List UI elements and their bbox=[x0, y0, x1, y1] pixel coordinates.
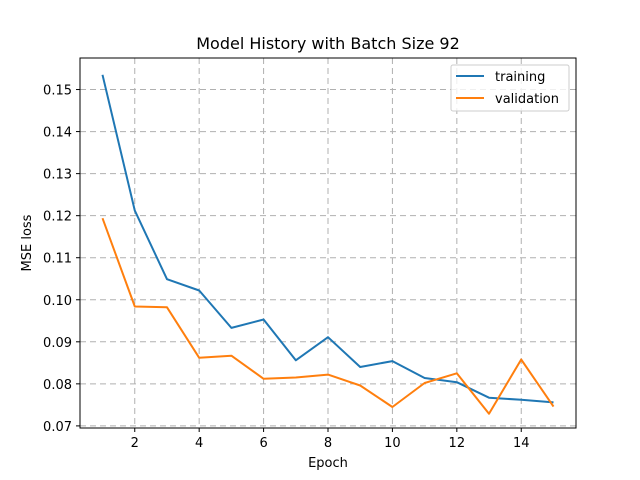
y-tick-label: 0.07 bbox=[43, 420, 72, 435]
legend-label-validation: validation bbox=[495, 92, 559, 107]
legend-label-training: training bbox=[495, 70, 545, 85]
x-tick-label: 12 bbox=[449, 436, 466, 451]
y-tick-label: 0.13 bbox=[43, 168, 72, 183]
y-tick-label: 0.11 bbox=[43, 252, 72, 267]
x-tick-label: 14 bbox=[513, 436, 530, 451]
x-tick-label: 4 bbox=[195, 436, 203, 451]
x-tick-label: 2 bbox=[131, 436, 139, 451]
chart-title: Model History with Batch Size 92 bbox=[196, 34, 460, 53]
legend: training validation bbox=[450, 64, 570, 112]
y-axis-label: MSE loss bbox=[20, 214, 35, 271]
series-layer bbox=[101, 74, 555, 415]
y-tick-label: 0.10 bbox=[43, 294, 72, 309]
y-tick-label: 0.12 bbox=[43, 210, 72, 225]
y-tick-label: 0.14 bbox=[43, 126, 72, 141]
series-line-training bbox=[101, 74, 554, 404]
x-axis-label: Epoch bbox=[308, 456, 348, 471]
x-tick-label: 6 bbox=[259, 436, 267, 451]
y-tick-label: 0.15 bbox=[43, 84, 72, 99]
y-tick-label: 0.08 bbox=[43, 378, 72, 393]
x-tick-label: 8 bbox=[324, 436, 332, 451]
series-line-validation bbox=[101, 217, 555, 415]
tick-layer: 2 4 6 8 10 12 14 0.07 0.08 0.09 0.10 0.11 0.12 0.13 0.… bbox=[43, 84, 529, 451]
y-tick-label: 0.09 bbox=[43, 336, 72, 351]
x-tick-label: 10 bbox=[384, 436, 401, 451]
